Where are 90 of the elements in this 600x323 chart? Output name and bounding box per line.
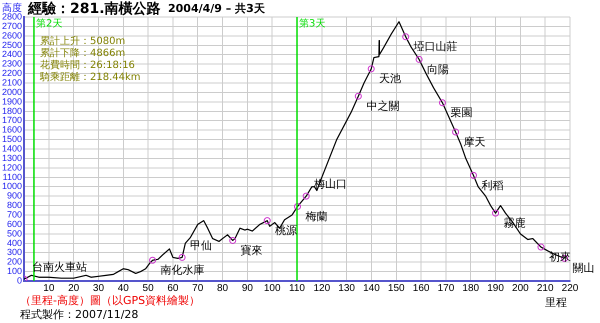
annotation: 利稻 bbox=[481, 178, 504, 192]
annotation: 天池 bbox=[379, 72, 402, 86]
y-tick-label: 2000 bbox=[2, 86, 22, 97]
x-tick-label: 30 bbox=[92, 282, 104, 294]
annotation: 梅蘭 bbox=[304, 210, 328, 223]
y-tick-label: 2800 bbox=[2, 11, 22, 22]
y-tick-label: 700 bbox=[6, 209, 22, 220]
x-tick-label: 120 bbox=[313, 282, 331, 294]
y-tick-label: 2200 bbox=[2, 68, 22, 78]
y-tick-label: 1900 bbox=[2, 96, 22, 106]
y-tick-label: 1400 bbox=[2, 143, 22, 154]
y-tick-label: 1300 bbox=[2, 152, 22, 163]
y-tick-label: 2700 bbox=[2, 20, 22, 31]
annotation: 累計上升：5080m bbox=[40, 36, 126, 48]
point bbox=[368, 65, 375, 72]
x-tick-label: 100 bbox=[264, 282, 281, 294]
y-tick-label: 1200 bbox=[2, 162, 22, 172]
x-tick-label: 80 bbox=[216, 282, 229, 294]
text: 程式製作：2007/11/28 bbox=[20, 308, 140, 322]
x-tick-label: 110 bbox=[289, 282, 306, 294]
x-tick-label: 10 bbox=[43, 282, 55, 294]
x-tick-label: 140 bbox=[363, 282, 380, 294]
y-tick-label: 2400 bbox=[2, 49, 22, 60]
x-tick-label: 130 bbox=[338, 282, 356, 294]
y-tick-label: 1000 bbox=[2, 181, 22, 192]
x-tick-label: 200 bbox=[512, 282, 530, 294]
y-tick-label: 500 bbox=[6, 228, 22, 238]
point bbox=[354, 92, 362, 100]
y-tick-label: 0 bbox=[17, 275, 22, 286]
annotation: 埡口山莊 bbox=[412, 40, 458, 54]
point bbox=[264, 217, 271, 224]
annotation: 栗園 bbox=[450, 106, 472, 120]
point bbox=[402, 33, 410, 40]
y-axis-title: 高度 bbox=[2, 2, 22, 14]
ref-line-label: 第2天 bbox=[36, 18, 62, 30]
point bbox=[229, 236, 236, 244]
x-tick-label: 220 bbox=[562, 282, 579, 294]
y-tick-label: 400 bbox=[6, 238, 22, 248]
ref-line-label: 第3天 bbox=[299, 18, 326, 30]
chart-subtitle: 2004/4/9 – 共3天 bbox=[168, 1, 265, 16]
x-tick-label: 20 bbox=[68, 282, 80, 294]
x-tick-label: 70 bbox=[192, 282, 204, 294]
point bbox=[470, 172, 477, 179]
y-tick-label: 2100 bbox=[2, 77, 22, 88]
point bbox=[452, 128, 460, 136]
point bbox=[149, 256, 156, 264]
annotation: 甲仙 bbox=[190, 238, 212, 252]
y-tick-label: 1500 bbox=[2, 134, 22, 144]
y-tick-label: 200 bbox=[6, 256, 22, 267]
annotation: 向陽 bbox=[427, 62, 450, 76]
point bbox=[438, 99, 446, 106]
point bbox=[492, 210, 500, 217]
annotation: 累計下降：4866m bbox=[40, 48, 126, 60]
y-tick-label: 1100 bbox=[2, 172, 22, 182]
x-tick-label: 170 bbox=[438, 282, 455, 294]
y-tick-label: 800 bbox=[6, 200, 22, 210]
x-tick-label: 160 bbox=[412, 282, 430, 294]
y-tick-label: 2500 bbox=[2, 40, 22, 50]
point bbox=[416, 56, 423, 63]
annotation: 摩天 bbox=[464, 135, 486, 148]
x-tick-label: 190 bbox=[487, 282, 504, 294]
y-tick-label: 1800 bbox=[2, 106, 22, 116]
point bbox=[302, 192, 310, 200]
y-tick-label: 900 bbox=[6, 190, 22, 201]
annotation: 騎乘距離：218.44km bbox=[40, 72, 141, 84]
x-axis-title: 里程 bbox=[545, 295, 567, 310]
x-tick-label: 50 bbox=[142, 282, 154, 294]
chart-title: 經驗：281.南橫公路 bbox=[28, 0, 161, 18]
x-tick-label: 60 bbox=[167, 282, 179, 294]
x-tick-label: 210 bbox=[536, 282, 554, 294]
y-tick-label: 2300 bbox=[2, 58, 22, 69]
y-tick-label: 300 bbox=[6, 247, 22, 258]
y-tick-label: 2600 bbox=[2, 30, 22, 40]
x-tick-label: 150 bbox=[388, 282, 406, 294]
x-tick-label: 40 bbox=[118, 282, 130, 294]
text: （里程-高度）圖（以GPS資料繪製） bbox=[20, 294, 200, 308]
point bbox=[537, 244, 544, 251]
y-tick-label: 1600 bbox=[2, 124, 22, 135]
annotation: 南化水庫 bbox=[160, 264, 205, 277]
annotation: 關山 bbox=[572, 262, 595, 275]
y-tick-label: 600 bbox=[6, 218, 22, 229]
annotation: 寶來 bbox=[240, 244, 263, 257]
x-tick-label: 90 bbox=[242, 282, 254, 294]
point bbox=[294, 203, 302, 210]
x-tick-label: 180 bbox=[462, 282, 480, 294]
point bbox=[178, 254, 186, 261]
annotation: 花費時間：26:18:16 bbox=[40, 60, 136, 72]
y-tick-label: 100 bbox=[6, 266, 22, 276]
annotation: 中之關 bbox=[366, 100, 400, 113]
y-tick-label: 1700 bbox=[2, 115, 22, 126]
